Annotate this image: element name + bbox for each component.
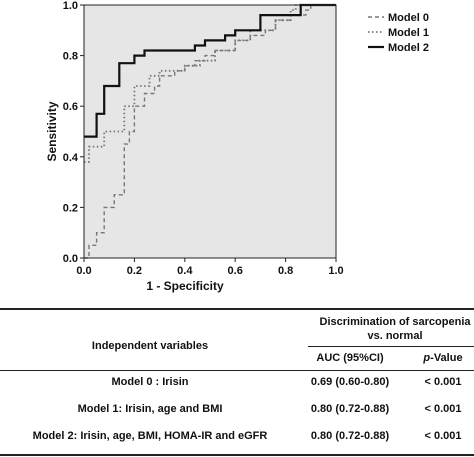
x-tick-label: 0.2: [127, 265, 142, 277]
table-row-1-p: < 0.001: [424, 403, 462, 415]
table-row-0-model: Model 0 : Irisin: [111, 376, 189, 388]
p-value-suffix: -Value: [430, 352, 463, 364]
table-row-0-auc: 0.69 (0.60-0.80): [310, 376, 390, 388]
table-row-1-model: Model 1: Irisin, age and BMI: [77, 403, 223, 415]
table-row-1-auc: 0.80 (0.72-0.88): [310, 403, 390, 415]
discrimination-header-line1: Discrimination of sarcopenia: [319, 316, 471, 328]
plot-area: [84, 5, 336, 258]
legend: Model 0 Model 1 Model 2: [368, 12, 429, 54]
x-tick-label: 1.0: [328, 265, 343, 277]
table-top-rule: [0, 308, 474, 310]
table-row-2-auc: 0.80 (0.72-0.88): [310, 430, 390, 442]
plot-frame: [83, 4, 337, 259]
x-tick-label: 0.8: [278, 265, 293, 277]
independent-variables-header: Independent variables: [91, 340, 209, 352]
auc-header: AUC (95%CI): [316, 352, 384, 364]
table-row-0-p: < 0.001: [424, 376, 462, 388]
x-tick-label: 0.4: [177, 265, 193, 277]
y-tick-label: 0.4: [63, 152, 79, 164]
legend-label: Model 1: [388, 27, 429, 39]
y-tick-label: 0.2: [63, 202, 78, 214]
axis-ticks: 0.0 0.2 0.4 0.6 0.8 1.0 0.0 0.2 0.4 0.6 0.8 1.0: [63, 0, 344, 277]
results-table: Discrimination of sarcopenia vs. normal …: [0, 308, 474, 457]
header-bottom-rule: [0, 370, 474, 371]
table-row-2-model: Model 2: Irisin, age, BMI, HOMA-IR and e…: [32, 430, 268, 442]
x-axis-title: 1 - Specificity: [146, 279, 224, 293]
y-tick-label: 1.0: [63, 0, 78, 12]
legend-label: Model 0: [388, 12, 429, 24]
series-line-model-1: [84, 4, 336, 163]
y-tick-label: 0.0: [63, 253, 78, 265]
x-tick-label: 0.0: [76, 265, 91, 277]
series-line-model-0: [84, 4, 336, 259]
discrimination-header-line2: vs. normal: [367, 330, 423, 342]
y-tick-label: 0.8: [63, 51, 78, 63]
p-letter: p: [423, 352, 431, 364]
series-line-model-2: [84, 3, 336, 138]
series-group: [84, 3, 336, 259]
x-tick-label: 0.6: [228, 265, 243, 277]
table-bottom-rule: [0, 454, 474, 456]
legend-label: Model 2: [388, 42, 429, 54]
p-value-header: p-Value: [423, 352, 462, 364]
y-tick-label: 0.6: [63, 101, 78, 113]
roc-chart: 0.0 0.2 0.4 0.6 0.8 1.0 0.0 0.2 0.4 0.6 0.8 1.0 Sen…: [45, 0, 429, 293]
y-axis-title: Sensitivity: [45, 101, 59, 161]
table-row-2-p: < 0.001: [424, 430, 462, 442]
sub-header-rule: [308, 346, 474, 347]
